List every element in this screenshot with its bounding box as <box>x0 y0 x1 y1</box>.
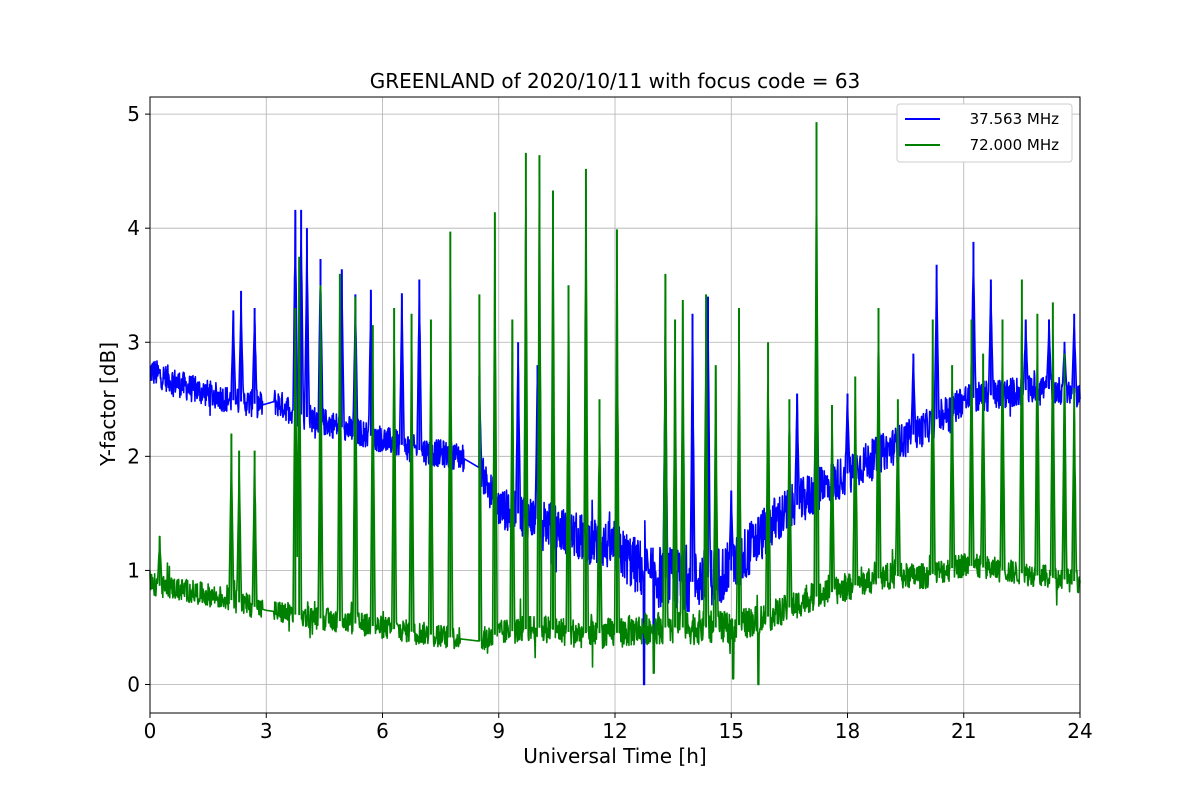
x-tick-label-4: 12 <box>602 719 627 743</box>
x-tick-label-5: 15 <box>719 719 744 743</box>
legend: 37.563 MHz 72.000 MHz <box>896 103 1073 163</box>
chart-title: GREENLAND of 2020/10/11 with focus code … <box>370 69 861 93</box>
x-tick-label-7: 21 <box>951 719 976 743</box>
x-tick-label-2: 6 <box>376 719 389 743</box>
legend-label-1: 72.000 MHz <box>970 136 1059 154</box>
x-tick-label-1: 3 <box>260 719 273 743</box>
y-axis-label: Y-factor [dB] <box>96 342 120 467</box>
legend-label-0: 37.563 MHz <box>970 110 1059 128</box>
x-tick-label-0: 0 <box>144 719 157 743</box>
y-tick-label-0: 0 <box>127 672 140 696</box>
y-tick-label-2: 2 <box>127 444 140 468</box>
y-tick-label-1: 1 <box>127 558 140 582</box>
series-line-1 <box>149 179 1081 686</box>
y-tick-label-4: 4 <box>127 216 140 240</box>
x-tick-label-3: 9 <box>492 719 505 743</box>
x-tick-label-6: 18 <box>835 719 860 743</box>
y-tick-label-5: 5 <box>127 102 140 126</box>
series-1 <box>149 122 1081 686</box>
x-tick-label-8: 24 <box>1067 719 1092 743</box>
x-axis-label: Universal Time [h] <box>523 744 706 768</box>
y-tick-label-3: 3 <box>127 330 140 354</box>
legend-box <box>896 103 1073 163</box>
